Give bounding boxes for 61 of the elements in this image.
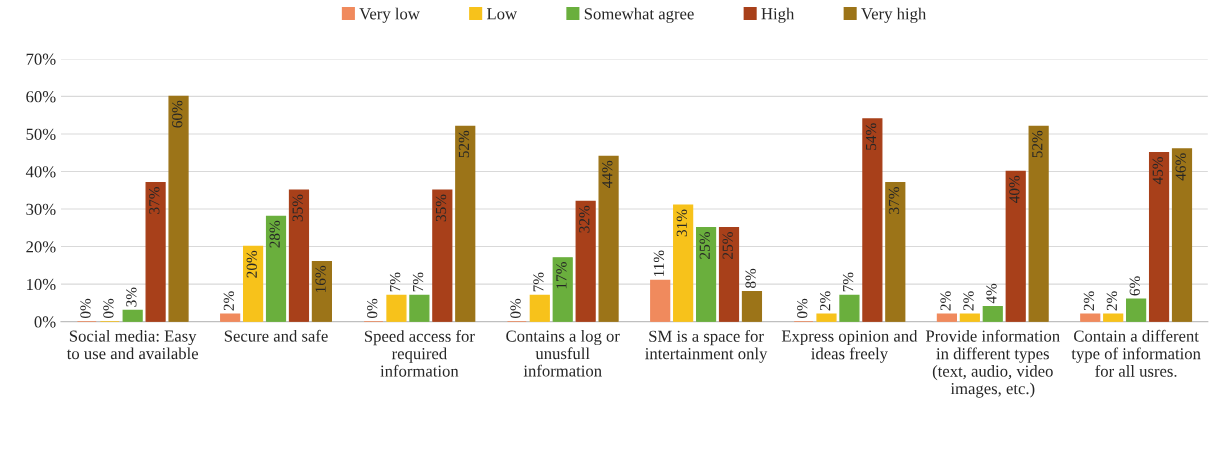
x-tick-label: Express opinion and ideas freely xyxy=(781,329,918,363)
data-label: 37% xyxy=(149,187,160,214)
data-label: 32% xyxy=(579,205,590,233)
x-tick-label: Social media: Easy to use and available xyxy=(66,329,199,360)
x-tick-label: Contains a log or unusfull information xyxy=(506,329,620,377)
legend-label: Very high xyxy=(861,7,927,23)
data-label: 46% xyxy=(1175,153,1186,181)
data-label: 35% xyxy=(292,194,303,222)
data-label: 16% xyxy=(315,265,326,292)
data-label: 52% xyxy=(1032,130,1043,158)
data-label: 25% xyxy=(722,232,733,259)
data-label: 17% xyxy=(556,262,567,289)
data-label: 0% xyxy=(103,298,114,319)
y-tick-label: 40% xyxy=(25,166,56,178)
data-label: 31% xyxy=(676,209,688,237)
data-label: 2% xyxy=(1083,291,1095,311)
legend-label: Very low xyxy=(359,7,420,23)
data-label: 0% xyxy=(367,298,378,319)
y-tick-label: 60% xyxy=(26,91,56,103)
data-label: 40% xyxy=(1009,175,1020,203)
data-label: 25% xyxy=(699,232,710,259)
y-tick-label: 50% xyxy=(26,128,56,140)
x-tick-label: Speed access for required information xyxy=(364,329,475,377)
data-label: 2% xyxy=(820,291,831,311)
data-label: 60% xyxy=(172,100,183,128)
data-label: 7% xyxy=(389,272,401,292)
data-label: 54% xyxy=(865,123,877,150)
data-label: 6% xyxy=(1129,276,1140,296)
data-label: 35% xyxy=(435,194,447,222)
data-label: 52% xyxy=(458,130,470,158)
data-label: 7% xyxy=(412,272,424,292)
data-label: 28% xyxy=(269,220,280,248)
data-label: 0% xyxy=(797,298,808,319)
data-label: 11% xyxy=(653,250,665,276)
data-label: 0% xyxy=(80,298,91,319)
data-label: 0% xyxy=(510,298,521,319)
y-tick-label: 10% xyxy=(27,278,56,291)
data-label: 20% xyxy=(246,250,257,278)
data-label: 45% xyxy=(1152,157,1163,185)
y-tick-label: 0% xyxy=(34,316,56,328)
data-label: 44% xyxy=(602,160,613,188)
legend-label: Low xyxy=(486,8,517,20)
x-tick-label: SM is a space for intertainment only xyxy=(645,329,768,363)
data-label: 37% xyxy=(888,187,900,214)
x-tick-label: Contain a different type of information for all usres. xyxy=(1071,329,1201,377)
data-label: 2% xyxy=(940,291,951,311)
data-label: 4% xyxy=(986,283,997,304)
data-label: 2% xyxy=(963,291,974,311)
data-label: 8% xyxy=(745,268,756,289)
y-tick-label: 70% xyxy=(26,53,56,65)
y-tick-label: 20% xyxy=(26,241,56,253)
data-label: 3% xyxy=(126,287,137,307)
data-label: 2% xyxy=(1106,291,1118,311)
data-label: 7% xyxy=(842,272,854,292)
legend-label: Somewhat agree xyxy=(584,7,694,23)
y-tick-label: 30% xyxy=(26,203,56,216)
x-tick-label: Secure and safe xyxy=(224,329,328,342)
legend-label: High xyxy=(761,7,795,23)
x-tick-label: Provide information in different types (text, audio, video images, etc.) xyxy=(925,329,1060,398)
data-label: 2% xyxy=(223,291,235,311)
data-label: 7% xyxy=(533,272,544,292)
